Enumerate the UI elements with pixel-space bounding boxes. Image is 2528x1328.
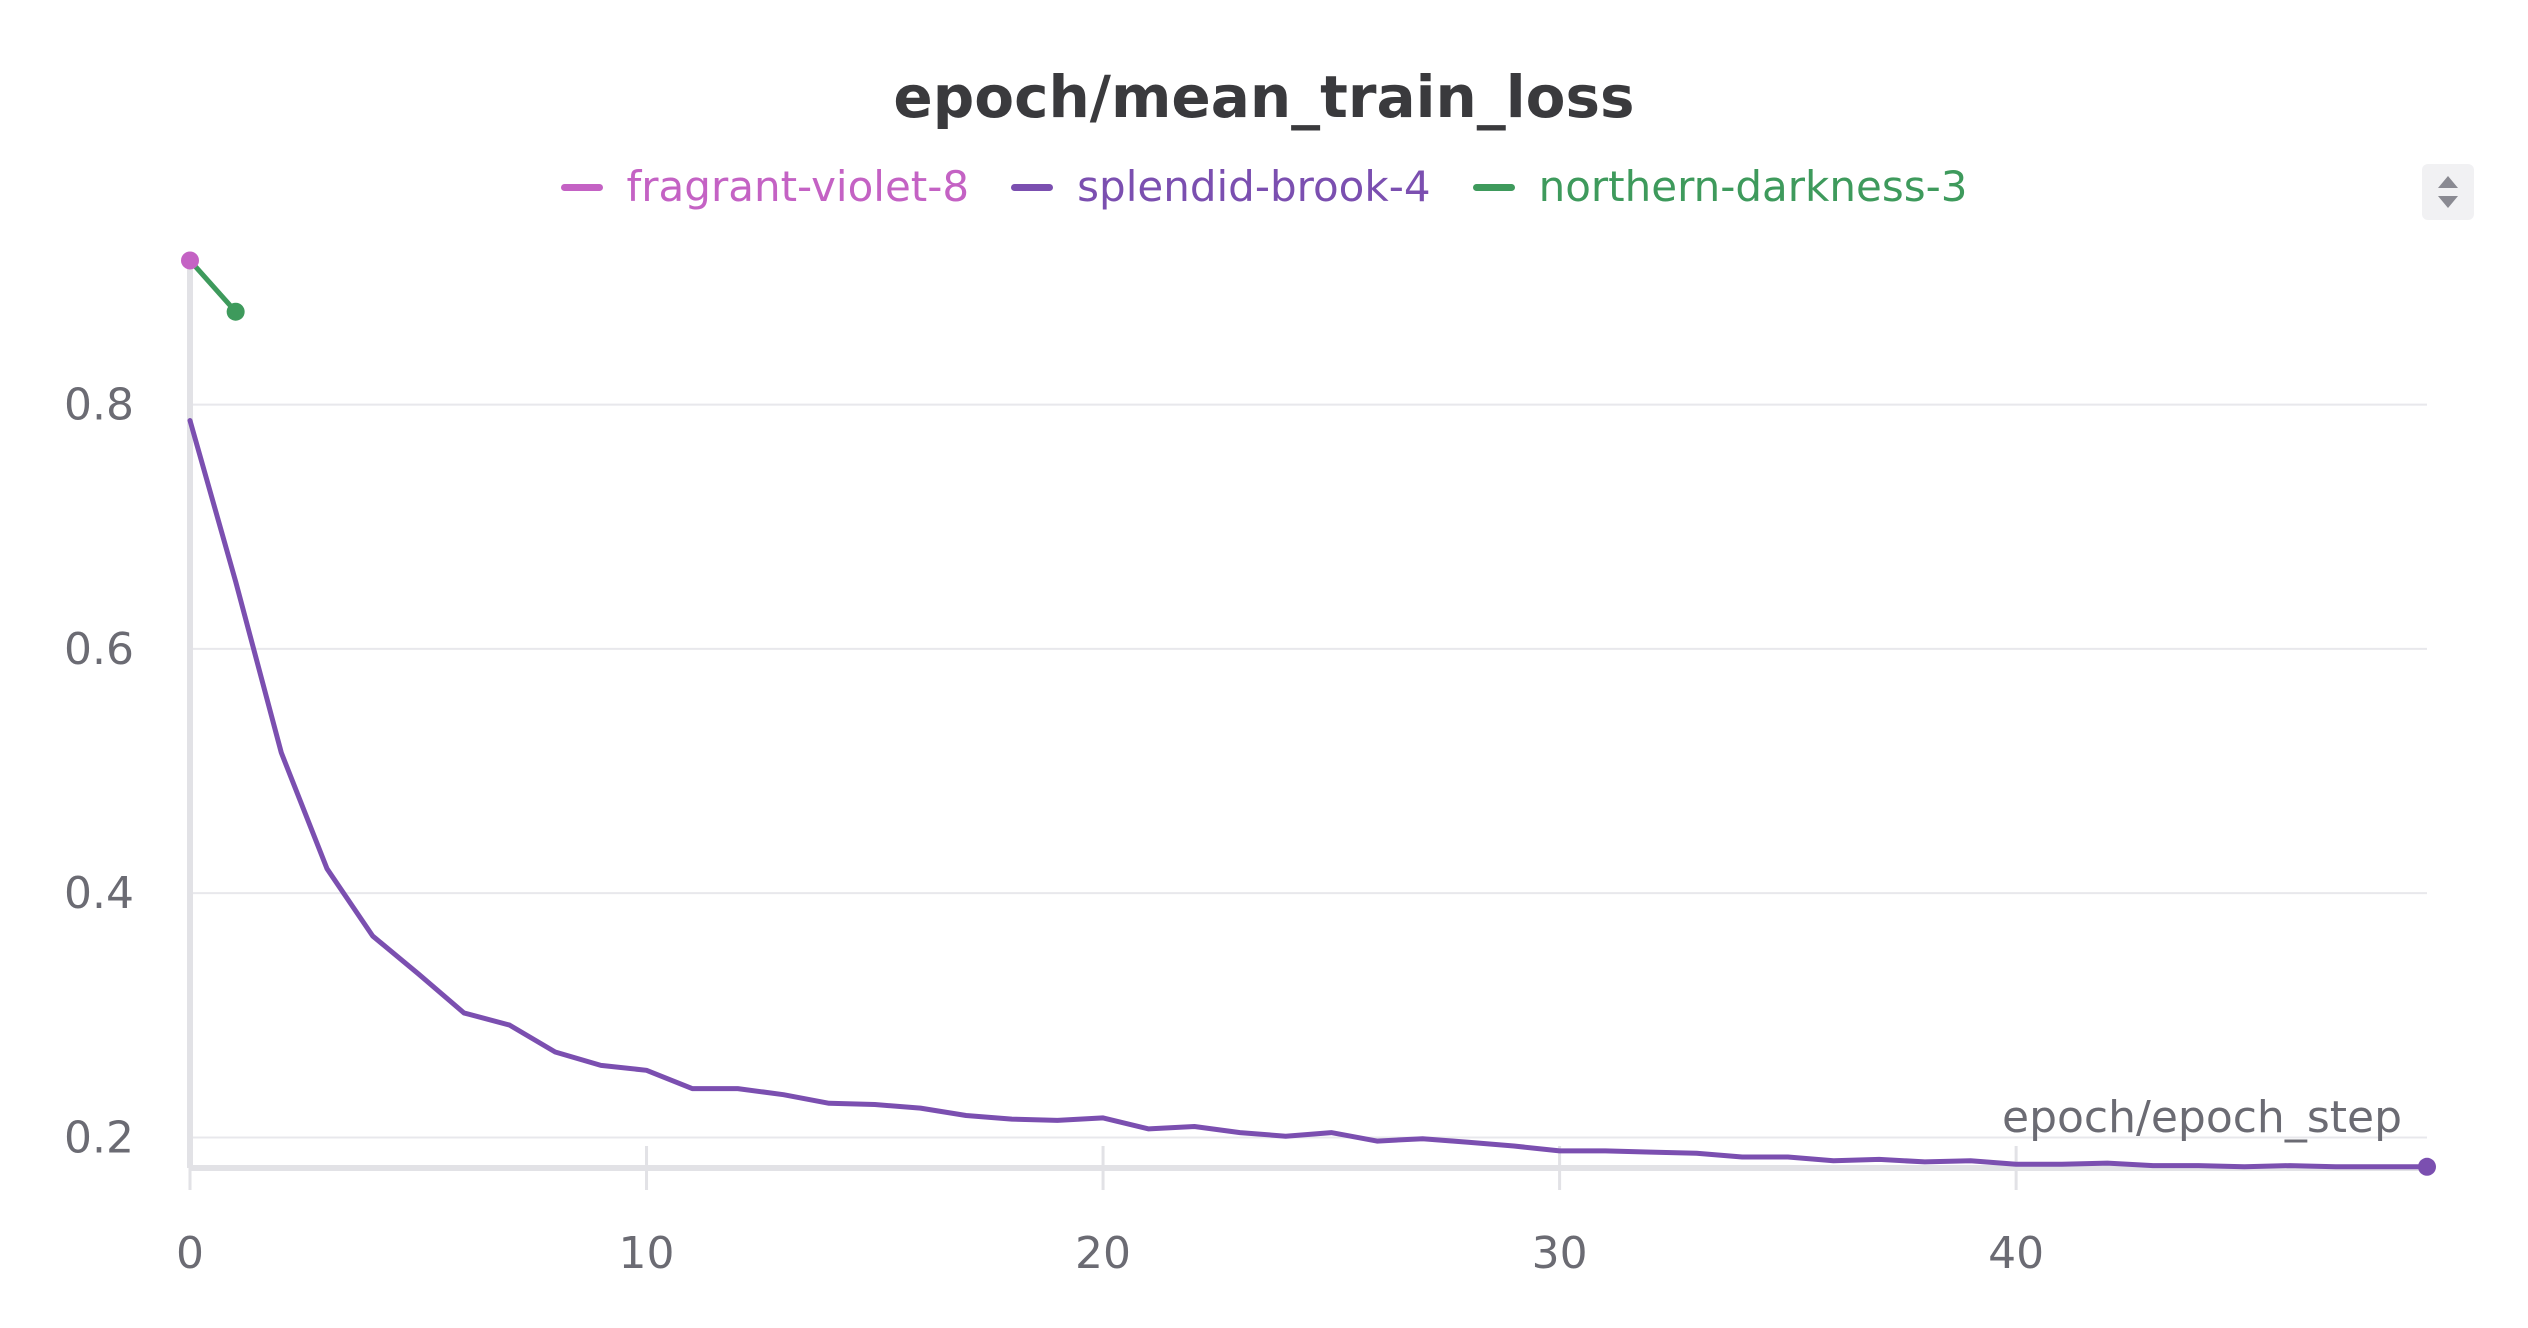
legend-label: northern-darkness-3: [1538, 162, 1968, 211]
x-tick-label: 40: [1988, 1228, 2044, 1279]
sort-arrows-icon: [2438, 176, 2458, 208]
legend-scroll-control[interactable]: [2422, 164, 2474, 220]
y-tick-label: 0.2: [64, 1112, 134, 1163]
series-northern-darkness-3: [187, 257, 245, 321]
axes: [187, 258, 2427, 1190]
series-endpoint-marker: [2418, 1157, 2436, 1176]
series-line: [187, 418, 2430, 1170]
y-tick-label: 0.8: [64, 380, 134, 431]
series-lines: [181, 251, 2436, 1176]
legend-item-splendid-brook-4[interactable]: splendid-brook-4: [1011, 162, 1431, 211]
legend-swatch: [1011, 183, 1054, 191]
legend-label: fragrant-violet-8: [626, 162, 970, 211]
grid-lines: [190, 403, 2427, 1139]
x-tick-label: 0: [176, 1228, 204, 1279]
tick-labels: 0.2 0.4 0.6 0.8 0 10 20 30 40: [64, 380, 2044, 1279]
x-tick-label: 30: [1532, 1228, 1588, 1279]
y-tick-label: 0.4: [64, 868, 134, 919]
x-tick-label: 20: [1075, 1228, 1131, 1279]
x-tick-label: 10: [619, 1228, 675, 1279]
x-axis-label: epoch/epoch_step: [2002, 1092, 2402, 1143]
series-fragrant-violet-8: [181, 251, 199, 270]
legend-item-fragrant-violet-8[interactable]: fragrant-violet-8: [560, 162, 970, 211]
legend-item-northern-darkness-3[interactable]: northern-darkness-3: [1472, 162, 1968, 211]
legend: fragrant-violet-8 splendid-brook-4 north…: [0, 166, 2528, 208]
legend-swatch: [1472, 183, 1515, 191]
chart-title: epoch/mean_train_loss: [893, 63, 1635, 131]
series-endpoint-marker: [226, 302, 245, 321]
series-endpoint-marker: [181, 251, 199, 270]
legend-label: splendid-brook-4: [1077, 162, 1431, 211]
legend-swatch: [560, 183, 603, 191]
series-splendid-brook-4: [187, 418, 2436, 1176]
series-line: [187, 257, 239, 315]
y-tick-label: 0.6: [64, 624, 134, 675]
